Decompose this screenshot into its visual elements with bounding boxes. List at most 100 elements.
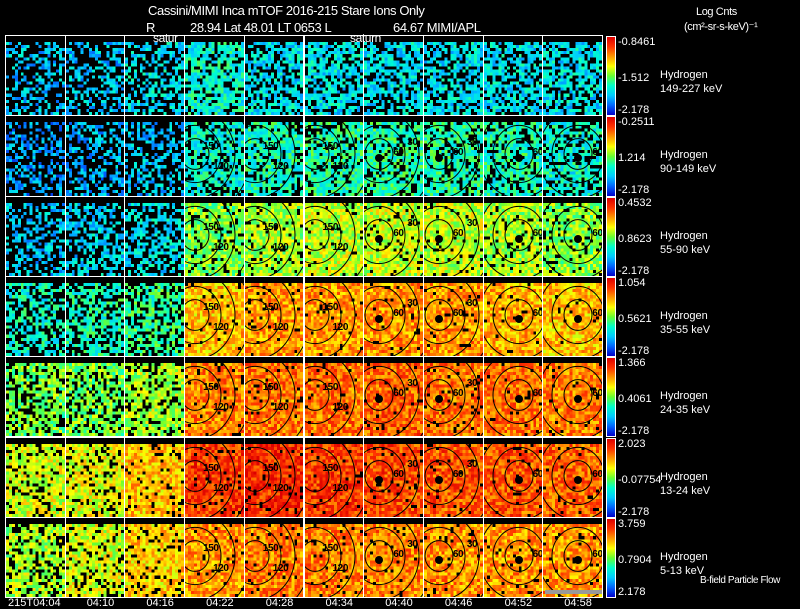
contour-line <box>304 446 341 505</box>
time-tick-label: 04:16 <box>146 597 174 609</box>
heatmap-pixels <box>65 36 125 116</box>
contour-line <box>364 298 394 331</box>
heatmap-pixels <box>244 36 304 116</box>
contour-line <box>295 357 304 437</box>
panel-1-3 <box>124 35 186 117</box>
contour-line <box>492 125 543 184</box>
contour-line <box>185 298 210 331</box>
colorbar <box>606 517 616 599</box>
contour-label: 150 <box>262 542 279 554</box>
heatmap-pixels <box>304 357 364 437</box>
panel-1-1 <box>5 35 66 117</box>
panel-3-8: 60 30 <box>422 195 484 277</box>
contour-line <box>244 446 282 505</box>
colorbar-max-label: -0.2511 <box>618 116 655 129</box>
row-species-label: Hydrogen <box>660 470 708 483</box>
heatmap-pixels <box>6 276 65 357</box>
row-energy-label: 55-90 keV <box>660 243 711 256</box>
contour-line <box>504 459 534 492</box>
contour-label: 150 <box>203 382 219 394</box>
contour-lines <box>185 196 244 276</box>
heatmap-pixels <box>244 517 304 598</box>
contour-line <box>304 218 329 251</box>
panel-7-4: 150 120 <box>184 516 245 599</box>
contour-label: 120 <box>213 321 229 333</box>
panel-7-1 <box>5 516 66 599</box>
time-tick-label: 215T04:04 <box>8 597 61 609</box>
colorbar <box>606 276 616 358</box>
heatmap-pixels <box>304 116 364 196</box>
panel-5-6: 150 120 <box>303 356 365 438</box>
contour-line <box>563 138 593 171</box>
heatmap-pixels <box>304 276 364 357</box>
row-species-label: Hydrogen <box>660 69 708 81</box>
contour-line <box>295 517 304 598</box>
panel-5-7: 60 30 <box>363 356 424 438</box>
contour-label: 60 <box>393 227 404 239</box>
contour-lines <box>364 276 423 357</box>
heatmap-pixels <box>185 36 244 116</box>
contour-lines <box>483 357 543 437</box>
contour-line <box>504 218 534 251</box>
panel-5-5: 150 120 <box>243 356 305 438</box>
contour-line <box>326 437 355 517</box>
contour-label: 60 <box>393 307 404 319</box>
row-species-label: Hydrogen <box>660 149 708 162</box>
contour-line <box>563 298 593 331</box>
contour-line <box>364 276 420 357</box>
heatmap-pixels <box>6 357 65 437</box>
contour-lines <box>244 196 304 276</box>
heatmap-pixels <box>244 357 304 437</box>
panel-6-7: 60 30 <box>363 436 424 518</box>
contour-line <box>364 526 406 585</box>
contour-label: 120 <box>332 482 349 494</box>
contour-line <box>304 205 341 264</box>
contour-line <box>551 446 602 505</box>
heatmap-pixels <box>244 116 304 196</box>
units-sub-label: (cm²-sr-s-keV)⁻¹ <box>684 21 758 33</box>
contour-line <box>364 205 406 264</box>
heatmap-pixels <box>65 437 125 517</box>
contour-line <box>244 298 270 331</box>
contour-label: 150 <box>322 462 339 474</box>
panel-5-2 <box>64 356 126 438</box>
contour-label: 60 <box>532 468 543 480</box>
contour-line <box>504 379 534 412</box>
panel-7-6: 150 120 <box>303 516 365 599</box>
contour-line <box>492 205 543 264</box>
contour-lines <box>483 437 543 517</box>
contour-label: 60 <box>592 548 603 560</box>
saturn-marker <box>574 395 583 404</box>
colorbar-min-label: -2.178 <box>618 425 650 438</box>
colorbar <box>606 437 616 518</box>
contour-label: 120 <box>272 482 289 494</box>
contour-label: 30 <box>407 378 418 390</box>
contour-line <box>364 138 394 171</box>
saturn-marker <box>434 395 443 404</box>
colorbar-max-label: 1.366 <box>618 357 646 370</box>
contour-label: 150 <box>203 462 219 474</box>
row-species-label: Hydrogen <box>660 390 708 403</box>
time-tick-label: 04:10 <box>86 597 115 609</box>
contour-line <box>304 459 329 492</box>
contour-lines <box>185 517 244 598</box>
contour-line <box>355 517 364 598</box>
colorbar-mid-label: -1.512 <box>618 72 650 84</box>
contour-line <box>304 298 329 331</box>
contour-lines <box>364 517 423 598</box>
contour-line <box>423 116 480 196</box>
panel-7-8: 60 30 <box>422 516 484 599</box>
saturn-marker <box>375 395 384 404</box>
panel-6-2 <box>64 436 126 518</box>
units-label: Log Cnts <box>696 6 737 18</box>
heatmap-pixels <box>6 196 65 276</box>
contour-line <box>423 205 466 264</box>
contour-line <box>304 526 341 585</box>
contour-label: 120 <box>272 241 289 253</box>
saturn-marker <box>574 555 583 564</box>
contour-lines <box>543 196 602 276</box>
panel-7-3 <box>124 516 186 599</box>
